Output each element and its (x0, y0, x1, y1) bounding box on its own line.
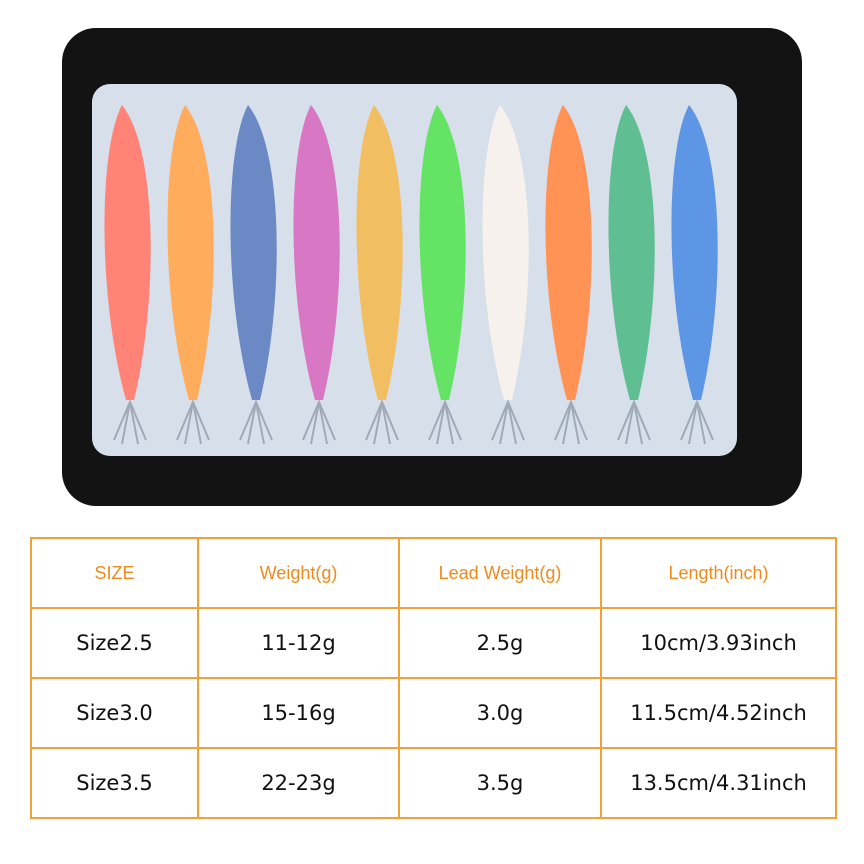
hook (302, 399, 336, 445)
cell-lead-weight: 2.5g (398, 607, 602, 679)
lure (419, 105, 466, 400)
hook (680, 399, 714, 445)
table-row: Size2.5 11-12g 2.5g 10cm/3.93inch (30, 607, 837, 679)
cell-weight: 11-12g (197, 607, 400, 679)
cell-lead-weight: 3.5g (398, 747, 602, 819)
hook (617, 399, 651, 445)
lure (671, 105, 718, 400)
hook (365, 399, 399, 445)
cell-size: Size2.5 (30, 607, 199, 679)
lure (167, 105, 214, 400)
header-weight: Weight(g) (197, 537, 400, 609)
lure (356, 105, 403, 400)
cell-length: 11.5cm/4.52inch (600, 677, 837, 749)
cell-weight: 15-16g (197, 677, 400, 749)
hook (554, 399, 588, 445)
lure (608, 105, 655, 400)
hook (176, 399, 210, 445)
hook (428, 399, 462, 445)
product-photo (62, 28, 802, 506)
cell-size: Size3.5 (30, 747, 199, 819)
lure (104, 105, 151, 400)
hook (491, 399, 525, 445)
table-row: Size3.0 15-16g 3.0g 11.5cm/4.52inch (30, 677, 837, 749)
header-lead-weight: Lead Weight(g) (398, 537, 602, 609)
header-length: Length(inch) (600, 537, 837, 609)
cell-length: 10cm/3.93inch (600, 607, 837, 679)
lure-group (104, 105, 718, 445)
lure (230, 105, 277, 400)
hook (239, 399, 273, 445)
cell-weight: 22-23g (197, 747, 400, 819)
lure (545, 105, 592, 400)
cell-length: 13.5cm/4.31inch (600, 747, 837, 819)
size-spec-table: SIZE Weight(g) Lead Weight(g) Length(inc… (30, 537, 837, 819)
cell-lead-weight: 3.0g (398, 677, 602, 749)
table-row: Size3.5 22-23g 3.5g 13.5cm/4.31inch (30, 747, 837, 819)
header-size: SIZE (30, 537, 199, 609)
lure (482, 105, 529, 400)
table-header-row: SIZE Weight(g) Lead Weight(g) Length(inc… (30, 537, 837, 609)
cell-size: Size3.0 (30, 677, 199, 749)
hook (113, 399, 147, 445)
lure (293, 105, 340, 400)
